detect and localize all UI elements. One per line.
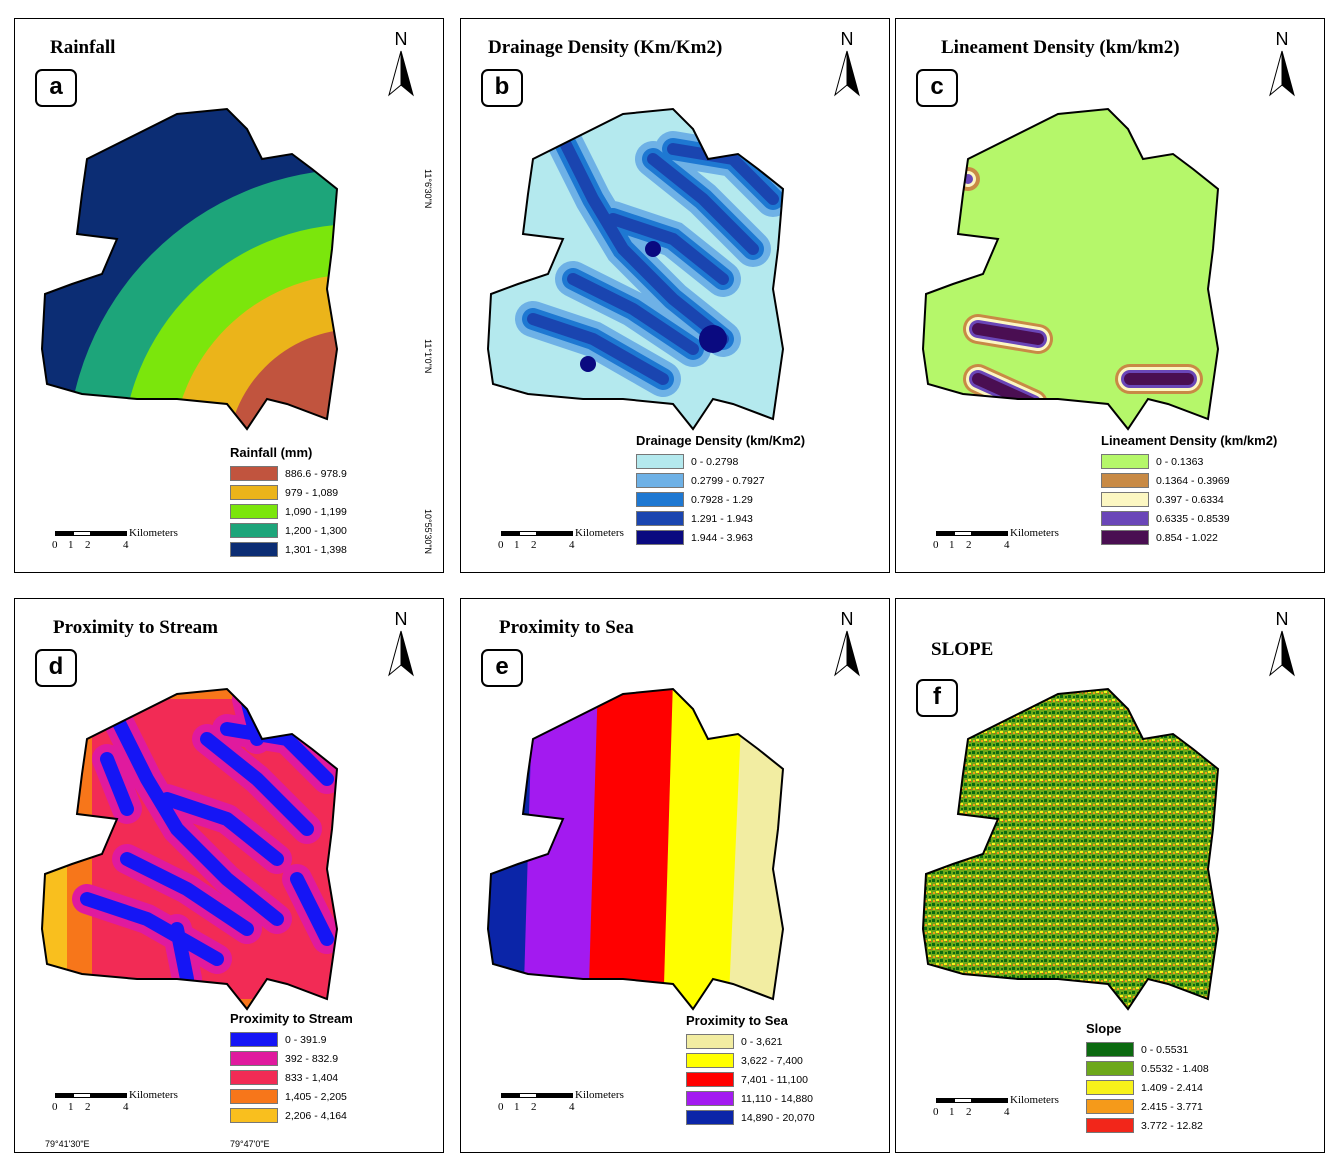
- panel-letter: a: [35, 69, 77, 107]
- panel-rainfall: 79°41'30"E Rainfall a N Rainfall (mm) 88…: [14, 18, 444, 573]
- north-arrow-icon: N: [381, 609, 421, 679]
- panel-title: Lineament Density (km/km2): [941, 37, 1180, 58]
- panel-slope: SLOPE f N Slope 0 - 0.5531 0.5532 - 1.40…: [895, 598, 1325, 1153]
- legend-item: 3.772 - 12.82: [1086, 1116, 1209, 1135]
- panel-proximity-to-stream: Proximity to Stream d N Proximity to Str…: [14, 598, 444, 1153]
- slope-map: [921, 687, 1220, 1011]
- legend-item: 0.5532 - 1.408: [1086, 1059, 1209, 1078]
- legend-item: 0.397 - 0.6334: [1101, 490, 1277, 509]
- legend-item: 0.1364 - 0.3969: [1101, 471, 1277, 490]
- legend-item: 979 - 1,089: [230, 483, 347, 502]
- panel-title: SLOPE: [931, 639, 994, 660]
- legend-item: 1.944 - 3.963: [636, 528, 805, 547]
- legend-item: 0.6335 - 0.8539: [1101, 509, 1277, 528]
- legend-item: 0 - 3,621: [686, 1032, 815, 1051]
- legend: Slope 0 - 0.5531 0.5532 - 1.408 1.409 - …: [1086, 1021, 1209, 1135]
- scale-bar: Kilometers 0 1 2 4: [498, 527, 624, 551]
- panel-title: Rainfall: [50, 37, 116, 58]
- legend-item: 2.415 - 3.771: [1086, 1097, 1209, 1116]
- legend-item: 0.854 - 1.022: [1101, 528, 1277, 547]
- panel-title: Drainage Density (Km/Km2): [488, 37, 723, 58]
- legend: Proximity to Stream 0 - 391.9 392 - 832.…: [230, 1011, 353, 1125]
- panel-letter: b: [481, 69, 523, 107]
- legend: Rainfall (mm) 886.6 - 978.9 979 - 1,089 …: [230, 445, 347, 559]
- legend: Proximity to Sea 0 - 3,621 3,622 - 7,400…: [686, 1013, 815, 1127]
- panel-proximity-to-sea: Proximity to Sea e N Proximity to Sea 0 …: [460, 598, 890, 1153]
- legend-item: 1,090 - 1,199: [230, 502, 347, 521]
- legend-title: Proximity to Stream: [230, 1011, 353, 1026]
- legend-item: 0 - 0.2798: [636, 452, 805, 471]
- legend-title: Lineament Density (km/km2): [1101, 433, 1278, 448]
- lon-label-bottom-right: 79°47'0"E: [230, 1139, 270, 1149]
- north-arrow-icon: N: [1262, 29, 1302, 99]
- legend-item: 0.2799 - 0.7927: [636, 471, 805, 490]
- lat-label-right-lower: 10°55'30"N: [423, 509, 433, 555]
- legend-item: 14,890 - 20,070: [686, 1108, 815, 1127]
- legend-item: 1,301 - 1,398: [230, 540, 347, 559]
- panel-lineament-density: Lineament Density (km/km2) c N: [895, 18, 1325, 573]
- legend-item: 1,405 - 2,205: [230, 1087, 353, 1106]
- proximity-to-sea-map: [486, 687, 785, 1011]
- panel-letter: c: [916, 69, 958, 107]
- legend-title: Proximity to Sea: [686, 1013, 788, 1028]
- panel-title: Proximity to Sea: [499, 617, 634, 638]
- legend-item: 886.6 - 978.9: [230, 464, 347, 483]
- legend-item: 1.291 - 1.943: [636, 509, 805, 528]
- legend-item: 0.7928 - 1.29: [636, 490, 805, 509]
- legend-title: Slope: [1086, 1021, 1122, 1036]
- panel-title: Proximity to Stream: [53, 617, 218, 638]
- north-arrow-icon: N: [827, 29, 867, 99]
- legend-title: Rainfall (mm): [230, 445, 313, 460]
- legend-item: 0 - 0.5531: [1086, 1040, 1209, 1059]
- lineament-density-map: [921, 107, 1220, 431]
- legend-item: 1.409 - 2.414: [1086, 1078, 1209, 1097]
- legend-item: 392 - 832.9: [230, 1049, 353, 1068]
- lon-label-bottom-left: 79°41'30"E: [45, 1139, 90, 1149]
- panel-letter: e: [481, 649, 523, 687]
- scale-bar: Kilometers 0 1 2 4: [498, 1089, 624, 1113]
- rainfall-map: [40, 107, 339, 431]
- legend-item: 0 - 391.9: [230, 1030, 353, 1049]
- scale-bar: Kilometers 0 1 2 4: [52, 527, 178, 551]
- panel-letter: d: [35, 649, 77, 687]
- drainage-density-map: [486, 107, 785, 431]
- lat-label-right-middle: 11°1'0"N: [423, 339, 433, 374]
- panel-drainage-density: Drainage Density (Km/Km2) b N Drainage D…: [460, 18, 890, 573]
- proximity-to-stream-map: [40, 687, 339, 1011]
- legend: Drainage Density (km/Km2) 0 - 0.2798 0.2…: [636, 433, 805, 547]
- north-arrow-icon: N: [381, 29, 421, 99]
- legend: Lineament Density (km/km2) 0 - 0.1363 0.…: [1101, 433, 1277, 547]
- north-arrow-icon: N: [827, 609, 867, 679]
- legend-item: 2,206 - 4,164: [230, 1106, 353, 1125]
- legend-title: Drainage Density (km/Km2): [636, 433, 806, 448]
- north-arrow-icon: N: [1262, 609, 1302, 679]
- legend-item: 3,622 - 7,400: [686, 1051, 815, 1070]
- legend-item: 1,200 - 1,300: [230, 521, 347, 540]
- legend-item: 0 - 0.1363: [1101, 452, 1277, 471]
- scale-bar: Kilometers 0 1 2 4: [933, 527, 1059, 551]
- legend-item: 833 - 1,404: [230, 1068, 353, 1087]
- scale-bar: Kilometers 0 1 2 4: [933, 1094, 1059, 1118]
- panel-letter: f: [916, 679, 958, 717]
- legend-item: 11,110 - 14,880: [686, 1089, 815, 1108]
- scale-bar: Kilometers 0 1 2 4: [52, 1089, 178, 1113]
- lat-label-right-upper: 11°6'30"N: [423, 169, 433, 209]
- legend-item: 7,401 - 11,100: [686, 1070, 815, 1089]
